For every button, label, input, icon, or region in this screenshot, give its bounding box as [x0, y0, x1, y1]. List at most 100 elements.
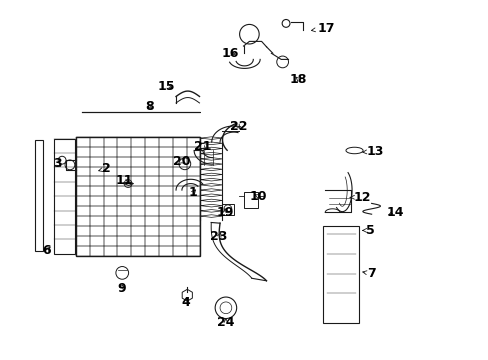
Bar — [89, 147, 103, 157]
Bar — [186, 166, 200, 176]
Bar — [89, 246, 103, 256]
Bar — [159, 147, 172, 157]
Bar — [172, 226, 186, 236]
Bar — [89, 186, 103, 196]
Bar — [76, 176, 89, 186]
Bar — [145, 157, 159, 166]
Text: 7: 7 — [362, 267, 375, 280]
Bar — [172, 166, 186, 176]
Bar — [172, 236, 186, 246]
Bar — [76, 137, 200, 256]
Bar — [131, 166, 145, 176]
Bar — [35, 140, 43, 251]
Bar — [103, 176, 117, 186]
Bar — [103, 137, 117, 147]
Bar — [89, 137, 103, 147]
Bar — [186, 226, 200, 236]
Bar — [159, 246, 172, 256]
Bar — [89, 226, 103, 236]
Bar — [186, 216, 200, 226]
Bar — [76, 147, 89, 157]
Text: 19: 19 — [216, 206, 233, 219]
Bar — [172, 196, 186, 206]
Bar — [159, 196, 172, 206]
Bar — [186, 176, 200, 186]
Bar — [76, 246, 89, 256]
Text: 5: 5 — [362, 224, 374, 237]
Text: 3: 3 — [53, 157, 62, 170]
Text: 18: 18 — [289, 73, 306, 86]
Text: 24: 24 — [217, 316, 234, 329]
Bar — [131, 226, 145, 236]
Bar — [172, 157, 186, 166]
Text: 8: 8 — [144, 100, 153, 113]
Text: 20: 20 — [173, 155, 190, 168]
Bar — [117, 166, 131, 176]
Bar — [89, 196, 103, 206]
Bar — [76, 157, 89, 166]
Text: 2: 2 — [99, 162, 111, 175]
Bar — [117, 236, 131, 246]
Bar — [76, 216, 89, 226]
Bar — [159, 236, 172, 246]
Bar — [103, 206, 117, 216]
Bar — [89, 216, 103, 226]
Bar — [117, 226, 131, 236]
Bar — [117, 216, 131, 226]
Bar — [117, 137, 131, 147]
Bar — [131, 206, 145, 216]
Text: 12: 12 — [349, 191, 370, 204]
Bar — [186, 246, 200, 256]
Bar — [186, 196, 200, 206]
Text: 22: 22 — [229, 120, 247, 133]
Bar — [172, 206, 186, 216]
Bar — [131, 216, 145, 226]
Bar — [145, 176, 159, 186]
Text: 23: 23 — [210, 230, 227, 243]
Bar — [145, 147, 159, 157]
Bar — [159, 186, 172, 196]
Bar — [117, 196, 131, 206]
Text: 13: 13 — [362, 145, 384, 158]
Bar — [103, 226, 117, 236]
Bar — [145, 206, 159, 216]
Text: 17: 17 — [311, 22, 335, 35]
Bar — [172, 137, 186, 147]
Bar — [159, 166, 172, 176]
Bar — [117, 157, 131, 166]
Bar — [145, 246, 159, 256]
Bar — [145, 196, 159, 206]
Bar — [145, 166, 159, 176]
Bar — [131, 246, 145, 256]
Bar — [76, 226, 89, 236]
Bar — [186, 186, 200, 196]
Text: 10: 10 — [249, 190, 266, 203]
Bar — [131, 186, 145, 196]
Text: 11: 11 — [116, 174, 133, 187]
Bar — [103, 216, 117, 226]
Bar — [322, 226, 359, 323]
Text: 1: 1 — [188, 186, 197, 199]
Bar — [103, 196, 117, 206]
Bar — [89, 236, 103, 246]
Bar — [186, 147, 200, 157]
Bar — [172, 186, 186, 196]
Bar — [186, 236, 200, 246]
Text: 4: 4 — [181, 296, 190, 309]
Bar — [186, 206, 200, 216]
Text: 21: 21 — [194, 140, 211, 153]
Text: 9: 9 — [117, 282, 125, 294]
Bar — [103, 166, 117, 176]
Bar — [103, 246, 117, 256]
Bar — [145, 216, 159, 226]
Bar — [186, 157, 200, 166]
Bar — [131, 196, 145, 206]
Bar — [89, 206, 103, 216]
Bar — [103, 186, 117, 196]
Bar — [172, 176, 186, 186]
Text: 14: 14 — [386, 206, 403, 219]
Bar — [117, 186, 131, 196]
Bar — [186, 137, 200, 147]
Bar — [159, 226, 172, 236]
Bar — [76, 206, 89, 216]
